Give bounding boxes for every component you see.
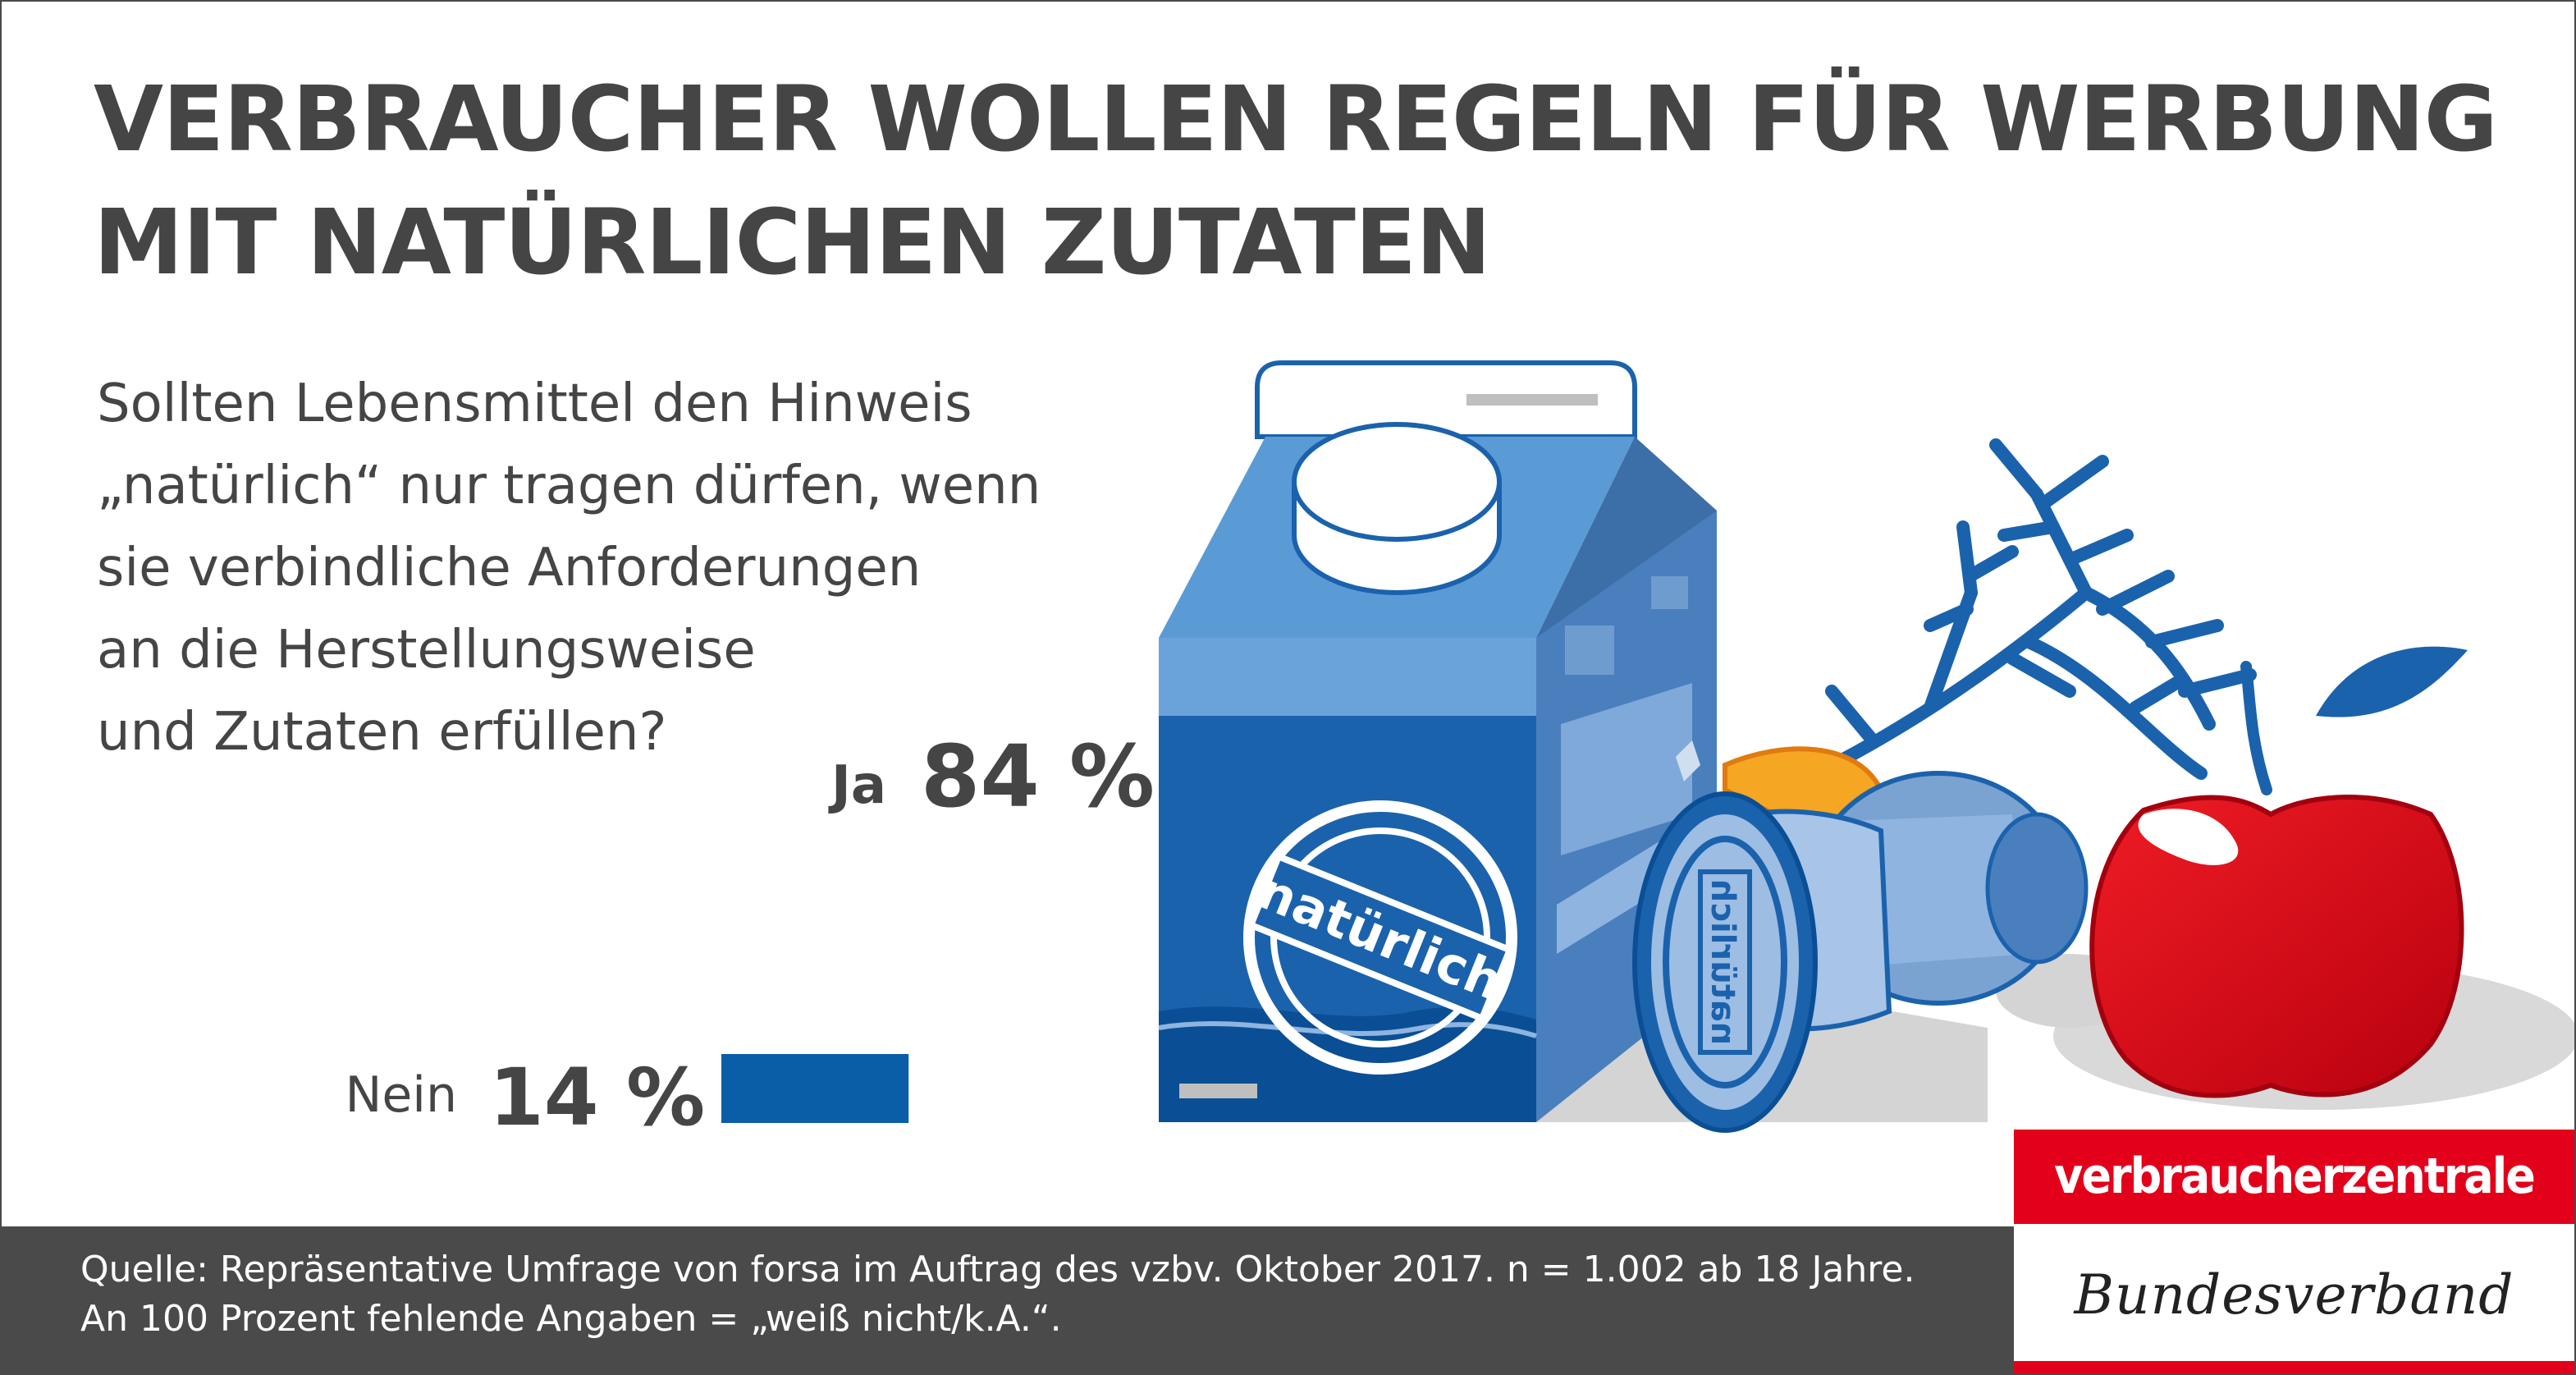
value-label-nein: 14 % <box>489 1052 705 1144</box>
title-line-1: VERBRAUCHER WOLLEN REGELN FÜR WERBUNG <box>94 66 2498 172</box>
question-line: an die Herstellungsweise <box>97 620 756 681</box>
value-label-ja: 84 % <box>921 726 1155 827</box>
carrot-illustration <box>1776 438 2257 796</box>
apple-illustration <box>2089 646 2468 1098</box>
question-line: sie verbindliche Anforderungen <box>97 538 922 598</box>
category-label-nein: Nein <box>345 1066 458 1124</box>
bar-nein <box>721 1054 909 1123</box>
vzbv-logo: verbraucherzentrale Bundesverband <box>2014 1130 2574 1373</box>
stamp-illustration: natürlich <box>1632 771 2089 1133</box>
question-line: und Zutaten erfüllen? <box>97 702 667 763</box>
source-note: Quelle: Repräsentative Umfrage von forsa… <box>80 1245 2017 1344</box>
question-line: Sollten Lebensmittel den Hinweis <box>97 374 972 434</box>
milk-carton-illustration: natürlich <box>1158 360 1717 1122</box>
stamp-label: natürlich <box>1704 879 1741 1045</box>
footer-bar <box>2 1226 2014 1373</box>
logo-top-text: verbraucherzentrale <box>2014 1130 2574 1224</box>
title-line-2: MIT NATÜRLICHEN ZUTATEN <box>94 190 1491 295</box>
logo-bottom-text: Bundesverband <box>2074 1263 2514 1327</box>
logo-bottom-bar <box>2014 1361 2574 1373</box>
source-line: Quelle: Repräsentative Umfrage von forsa… <box>80 1249 1915 1290</box>
category-label-ja: Ja <box>828 755 886 816</box>
question-line: „natürlich“ nur tragen dürfen, wenn <box>97 456 1041 516</box>
survey-question: Sollten Lebensmittel den Hinweis „natürl… <box>97 363 1196 773</box>
source-line: An 100 Prozent fehlende Angaben = „weiß … <box>80 1298 1062 1340</box>
